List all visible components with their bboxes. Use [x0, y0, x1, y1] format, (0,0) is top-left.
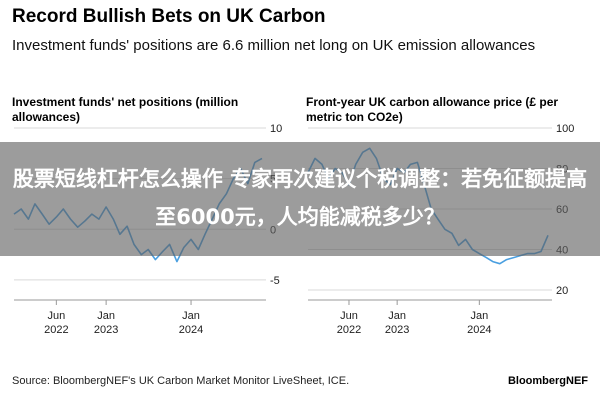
left-x-tick-year: 2022 — [44, 324, 68, 336]
left-x-tick-label: Jan — [182, 310, 200, 322]
right-y-tick-label: 20 — [556, 285, 568, 297]
left-x-tick-year: 2024 — [179, 324, 203, 336]
right-x-tick-year: 2023 — [385, 324, 409, 336]
overlay-band — [0, 142, 600, 256]
right-panel-title: Front-year UK carbon allowance price (£ … — [306, 95, 559, 124]
right-x-tick-year: 2024 — [467, 324, 491, 336]
chart-title: Record Bullish Bets on UK Carbon — [12, 6, 326, 27]
left-y-tick-label: -5 — [270, 275, 280, 287]
left-x-tick-label: Jan — [97, 310, 115, 322]
source-note: Source: BloombergNEF's UK Carbon Market … — [12, 375, 350, 387]
left-panel-title: Investment funds' net positions (million… — [12, 95, 239, 124]
right-y-tick-label: 100 — [556, 123, 574, 135]
left-y-tick-label: 10 — [270, 123, 282, 135]
overlay-text: 股票短线杠杆怎么操作 专家再次建议个税调整：若免征额提高至6000元，人均能减税… — [12, 167, 588, 229]
right-x-tick-label: Jan — [470, 310, 488, 322]
right-x-tick-label: Jun — [340, 310, 358, 322]
right-x-tick-year: 2022 — [337, 324, 361, 336]
right-x-tick-label: Jan — [388, 310, 406, 322]
brand-logo-text: BloombergNEF — [507, 375, 588, 387]
chart-subtitle: Investment funds' positions are 6.6 mill… — [12, 37, 536, 54]
left-x-tick-year: 2023 — [94, 324, 118, 336]
left-x-tick-label: Jun — [47, 310, 65, 322]
